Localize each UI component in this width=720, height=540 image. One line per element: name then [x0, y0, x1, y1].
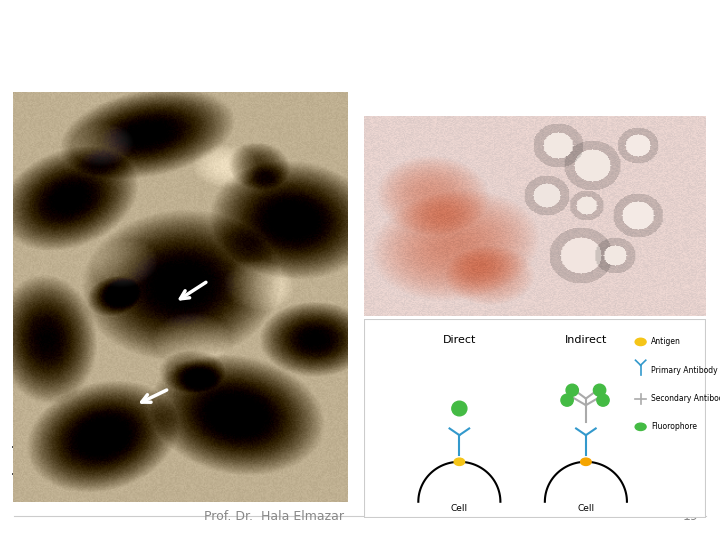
- Text: Secondary Antibody: Secondary Antibody: [651, 394, 720, 403]
- Circle shape: [593, 384, 606, 396]
- Circle shape: [452, 401, 467, 416]
- Text: Primary Antibody: Primary Antibody: [651, 366, 718, 375]
- Text: immunohistochemistry: immunohistochemistry: [374, 440, 617, 459]
- Ellipse shape: [454, 458, 464, 465]
- Text: Histochemistry: Histochemistry: [13, 440, 173, 459]
- Text: Cell: Cell: [577, 504, 595, 514]
- Text: Fluorophore: Fluorophore: [651, 422, 697, 431]
- Ellipse shape: [580, 458, 591, 465]
- Text: Prof. Dr.  Hala Elmazar: Prof. Dr. Hala Elmazar: [204, 510, 343, 523]
- Text: Direct: Direct: [443, 335, 476, 345]
- Circle shape: [597, 394, 609, 406]
- Circle shape: [561, 394, 573, 406]
- Text: Indirect: Indirect: [564, 335, 607, 345]
- Ellipse shape: [635, 338, 646, 346]
- Circle shape: [566, 384, 578, 396]
- FancyBboxPatch shape: [364, 319, 706, 518]
- Ellipse shape: [635, 423, 646, 430]
- Text: Alkaline phosphatase enzyme: Alkaline phosphatase enzyme: [13, 467, 328, 486]
- Text: 19: 19: [683, 510, 698, 523]
- Text: Cell: Cell: [451, 504, 468, 514]
- Text: Antigen: Antigen: [651, 338, 680, 347]
